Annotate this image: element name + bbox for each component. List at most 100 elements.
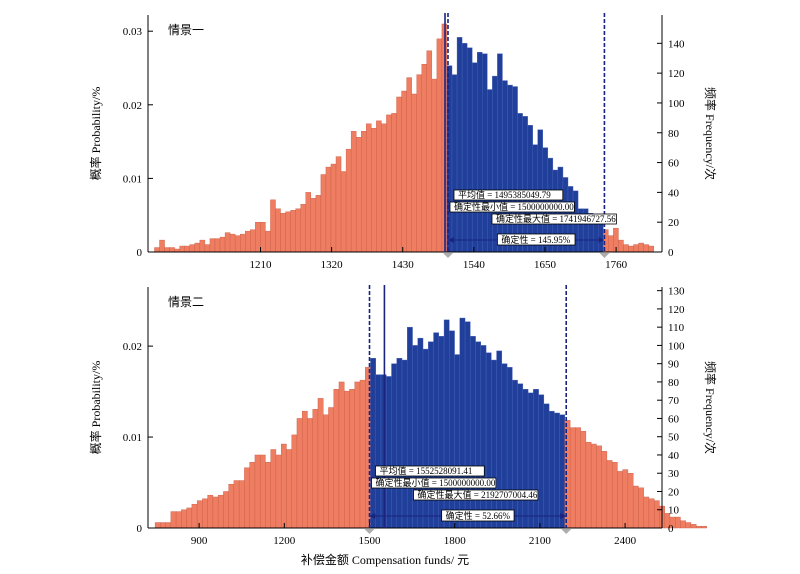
histogram-bar <box>480 345 487 529</box>
histogram-bar <box>312 409 319 529</box>
histogram-bar <box>633 244 639 253</box>
annotation-box-certainty <box>441 509 515 522</box>
histogram-bar <box>345 148 352 253</box>
histogram-bar <box>212 496 219 529</box>
histogram-bar <box>391 363 397 529</box>
histogram-bar <box>696 525 702 529</box>
histogram-bar <box>627 473 634 529</box>
x-axis-title: 补偿金额 Compensation funds/ 元 <box>301 552 469 567</box>
histogram-bar <box>295 208 301 253</box>
y-left-tick-label: 0.03 <box>123 26 143 38</box>
y-right-axis-title: 频率 Frequency/次 <box>703 87 718 180</box>
histogram-bar <box>204 244 211 253</box>
x-tick-label: 1500 <box>359 535 382 547</box>
histogram-bar <box>275 454 282 529</box>
chart-panel-2: 0 0.01 0.02 0 10 20 30 40 50 60 70 80 90 100 110 120 130… <box>88 285 718 567</box>
histogram-bar <box>506 367 513 529</box>
histogram-bar <box>328 407 334 529</box>
histogram-bar <box>580 431 587 529</box>
histogram-bar <box>401 359 408 529</box>
histogram-bar <box>598 221 604 253</box>
histogram-bar <box>245 230 251 253</box>
y-right-tick-label: 80 <box>668 377 680 389</box>
histogram-bar <box>286 449 292 529</box>
histogram-bar <box>617 471 623 529</box>
y-left-tick-label: 0.01 <box>123 173 142 185</box>
y-right-tick-label: 140 <box>668 38 685 50</box>
x-tick-label: 1200 <box>273 535 296 547</box>
histogram-bar <box>371 128 377 253</box>
histogram-bar <box>623 244 629 253</box>
histogram-bar <box>517 383 524 529</box>
certainty-span-arrow-left <box>447 237 454 243</box>
histogram-bar <box>350 131 357 253</box>
min-grabber-icon <box>364 529 375 534</box>
histogram-bar <box>159 239 165 253</box>
histogram-bar <box>554 412 560 529</box>
y-right-tick-label: 80 <box>668 128 680 140</box>
histogram-bar <box>690 524 697 529</box>
annotation-max: 确定性最大值 = 1741946727.56 <box>496 213 616 224</box>
annotation-certainty: 确定性 = 52.66% <box>446 510 511 521</box>
histogram-bar <box>160 522 166 529</box>
histogram-bar <box>170 511 177 529</box>
histogram-bar <box>376 120 382 253</box>
annotation-mean: 平均值 = 1495385049.79 <box>458 189 551 200</box>
panel-title: 情景二 <box>168 295 204 309</box>
histogram-bar <box>485 352 492 529</box>
y-right-tick-label: 120 <box>668 68 685 80</box>
histogram-bar <box>477 52 483 253</box>
histogram-bar <box>320 174 327 253</box>
y-left-tick-label: 0 <box>137 247 143 259</box>
histogram-bar <box>233 480 240 529</box>
histogram-bar <box>401 90 407 253</box>
chart-panel-1: 0 0.01 0.02 0.03 0 20 40 60 80 100 120 140 1210 1320 1… <box>88 13 718 271</box>
histogram-bar <box>317 398 324 529</box>
histogram-bar <box>254 454 261 529</box>
histogram-bar <box>628 245 634 253</box>
histogram-bar <box>569 427 576 529</box>
histogram-bar <box>701 525 707 529</box>
histogram-bar <box>239 233 246 253</box>
histogram-bar <box>333 389 340 529</box>
histogram-bar <box>416 74 422 253</box>
histogram-bar <box>296 418 303 529</box>
histogram-bar <box>270 449 277 529</box>
y-left-tick-label: 0.02 <box>123 341 142 353</box>
x-tick-label: 1760 <box>605 259 628 271</box>
y-right-tick-label: 90 <box>668 359 680 371</box>
x-tick-label: 2100 <box>529 535 552 547</box>
histogram-bar <box>219 236 226 253</box>
histogram-bar <box>471 62 478 253</box>
histogram-bar <box>632 485 639 529</box>
histogram-bar <box>496 350 503 529</box>
y-left-tick-label: 0 <box>137 523 143 535</box>
histogram-bar <box>199 239 206 253</box>
annotation-mean: 平均值 = 1552528091.41 <box>380 465 473 476</box>
y-right-tick-label: 110 <box>668 322 685 334</box>
histogram-bar <box>431 78 438 253</box>
histogram-bar <box>411 93 417 253</box>
histogram-bar <box>593 223 599 253</box>
y-right-tick-label: 130 <box>668 286 685 298</box>
histogram-bar <box>606 460 613 529</box>
histogram-bar <box>354 381 361 529</box>
histogram-bar <box>335 156 342 253</box>
histogram-bar <box>638 487 644 529</box>
histogram-bar <box>191 504 198 529</box>
histogram-bar <box>643 496 650 529</box>
y-left-tick-label: 0.01 <box>123 432 142 444</box>
histogram-bar <box>396 358 403 529</box>
histogram-bar <box>454 354 460 529</box>
histogram-bar <box>291 434 298 529</box>
histogram-bar <box>175 511 182 529</box>
histogram-bar <box>260 221 266 253</box>
histogram-bar <box>648 498 655 529</box>
histogram-bar <box>491 359 497 529</box>
histogram-bar <box>340 171 347 253</box>
histogram-bar <box>370 358 376 529</box>
histogram-bar <box>338 381 345 529</box>
y-right-tick-label: 0 <box>668 247 674 259</box>
x-tick-label: 1210 <box>249 259 272 271</box>
